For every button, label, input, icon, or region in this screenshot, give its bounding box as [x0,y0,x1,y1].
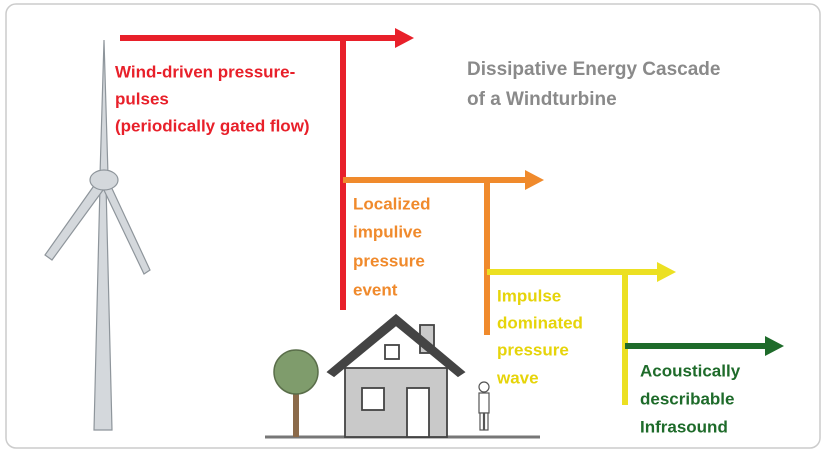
title-line: of a Windturbine [467,89,617,110]
stage-label: Impulse [497,286,561,305]
stage-label: Wind-driven pressure- [115,62,295,81]
title-line: Dissipative Energy Cascade [467,59,720,80]
person [479,382,489,430]
stage-label: pressure [353,251,425,270]
stage-label: (periodically gated flow) [115,116,310,135]
stage-label: Infrasound [640,417,728,436]
stage-label: pulses [115,89,169,108]
stage-label: Localized [353,194,430,213]
stage-label: pressure [497,340,569,359]
stage-label: impulive [353,222,422,241]
stage-label: wave [496,368,539,387]
stage-label: Acoustically [640,361,741,380]
diagram: Dissipative Energy Cascade of a Windturb… [0,0,828,452]
stage-label: dominated [497,313,583,332]
stage-label: describable [640,389,735,408]
stage-label: event [353,280,398,299]
